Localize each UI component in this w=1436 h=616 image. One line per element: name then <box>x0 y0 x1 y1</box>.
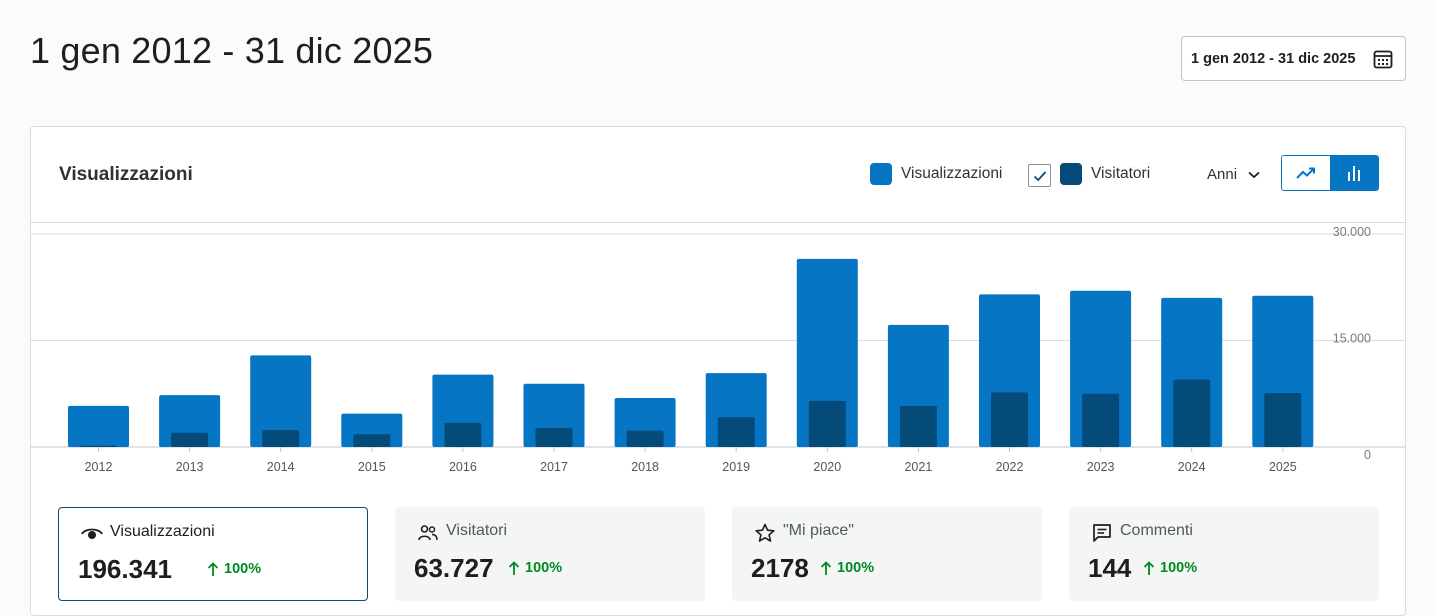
chart-type-toggle <box>1281 155 1379 191</box>
stat-trend: 100% <box>207 561 261 577</box>
period-selector[interactable]: Anni <box>1207 166 1260 183</box>
arrow-up-icon <box>508 560 520 575</box>
date-range-label: 1 gen 2012 - 31 dic 2025 <box>1191 50 1356 67</box>
x-tick-label: 2012 <box>85 460 113 474</box>
views-swatch <box>870 163 892 185</box>
star-icon <box>755 523 775 542</box>
stat-label: Visualizzazioni <box>110 523 215 540</box>
bar-visitatori <box>535 427 573 447</box>
stat-trend-value: 100% <box>224 561 262 577</box>
stat-trend: 100% <box>1143 560 1197 576</box>
stat-label: Commenti <box>1120 522 1193 539</box>
card-header: Visualizzazioni Visualizzazioni Visitato… <box>31 127 1405 223</box>
legend-visitors[interactable]: Visitatori <box>1060 163 1150 185</box>
bar-chart-icon <box>1348 166 1360 181</box>
stat-label: Visitatori <box>446 522 508 539</box>
bar-visualizzazioni <box>250 355 312 447</box>
views-chart-card: Visualizzazioni Visualizzazioni Visitato… <box>30 126 1406 616</box>
eye-icon <box>81 528 103 539</box>
x-tick-label: 2015 <box>358 460 386 474</box>
stat-trend: 100% <box>820 560 874 576</box>
comment-icon <box>1093 524 1111 542</box>
stat-value: 144 <box>1088 553 1132 583</box>
bar-visualizzazioni <box>796 258 858 447</box>
bar-visitatori <box>171 432 209 447</box>
bar-visualizzazioni <box>68 405 129 447</box>
x-tick-label: 2018 <box>631 460 659 474</box>
legend-views-label: Visualizzazioni <box>901 165 1003 182</box>
legend-views[interactable]: Visualizzazioni <box>870 163 1002 185</box>
x-tick-label: 2025 <box>1269 460 1297 474</box>
y-tick-label: 15.000 <box>1333 332 1371 346</box>
x-tick-label: 2019 <box>722 460 750 474</box>
stat-card-3[interactable]: "Mi piace" 2178 100% <box>732 507 1042 601</box>
bar-visitatori <box>80 445 117 447</box>
stat-card-1[interactable]: Visualizzazioni 196.341 100% <box>58 507 368 601</box>
arrow-up-icon <box>820 560 832 575</box>
stat-value: 63.727 <box>414 553 494 583</box>
stat-card-2[interactable]: Visitatori 63.727 100% <box>395 507 705 601</box>
x-tick-label: 2021 <box>904 460 932 474</box>
bar-visitatori <box>444 422 482 447</box>
x-tick-label: 2022 <box>996 460 1024 474</box>
stat-trend-value: 100% <box>837 560 875 576</box>
calendar-icon <box>1373 50 1393 69</box>
stat-card-4[interactable]: Commenti 144 100% <box>1069 507 1379 601</box>
date-range-button[interactable]: 1 gen 2012 - 31 dic 2025 <box>1181 36 1406 81</box>
y-tick-label: 0 <box>1364 448 1371 462</box>
arrow-up-icon <box>1143 560 1155 575</box>
bar-visitatori <box>991 392 1028 447</box>
visitors-checkbox[interactable] <box>1028 164 1051 187</box>
period-label: Anni <box>1207 166 1238 183</box>
chevron-down-icon <box>1248 171 1260 178</box>
x-tick-label: 2020 <box>813 460 841 474</box>
bar-visitatori <box>808 400 846 447</box>
stat-value: 2178 <box>751 553 809 583</box>
arrow-up-icon <box>207 561 219 576</box>
x-tick-label: 2013 <box>176 460 204 474</box>
line-chart-button[interactable] <box>1282 156 1330 190</box>
bar-chart: 0 15.000 30.000 2012 2013 2014 2015 2016 2017 201… <box>31 225 1405 474</box>
bar-visitatori <box>899 405 937 447</box>
bar-visitatori <box>1173 379 1211 447</box>
stat-label: "Mi piace" <box>783 522 854 539</box>
check-icon <box>1033 171 1047 182</box>
bar-chart-button[interactable] <box>1330 156 1378 190</box>
page-title: 1 gen 2012 - 31 dic 2025 <box>30 30 434 71</box>
y-tick-label: 30.000 <box>1333 225 1371 239</box>
bar-visitatori <box>1264 393 1302 447</box>
bar-visitatori <box>1082 393 1120 447</box>
bar-visitatori <box>353 434 391 447</box>
legend-visitors-label: Visitatori <box>1091 165 1151 182</box>
x-tick-label: 2017 <box>540 460 568 474</box>
card-title: Visualizzazioni <box>59 164 193 185</box>
stat-trend-value: 100% <box>1160 560 1198 576</box>
bar-visitatori <box>262 429 300 447</box>
x-tick-label: 2014 <box>267 460 295 474</box>
x-tick-label: 2023 <box>1087 460 1115 474</box>
visitors-swatch <box>1060 163 1082 185</box>
bar-visitatori <box>717 417 755 447</box>
bar-visitatori <box>626 430 664 447</box>
stat-trend: 100% <box>508 560 562 576</box>
stat-trend-value: 100% <box>525 560 563 576</box>
trending-up-icon <box>1296 167 1315 179</box>
stat-value: 196.341 <box>78 554 172 584</box>
people-icon <box>418 525 438 541</box>
x-tick-label: 2016 <box>449 460 477 474</box>
x-tick-label: 2024 <box>1178 460 1206 474</box>
